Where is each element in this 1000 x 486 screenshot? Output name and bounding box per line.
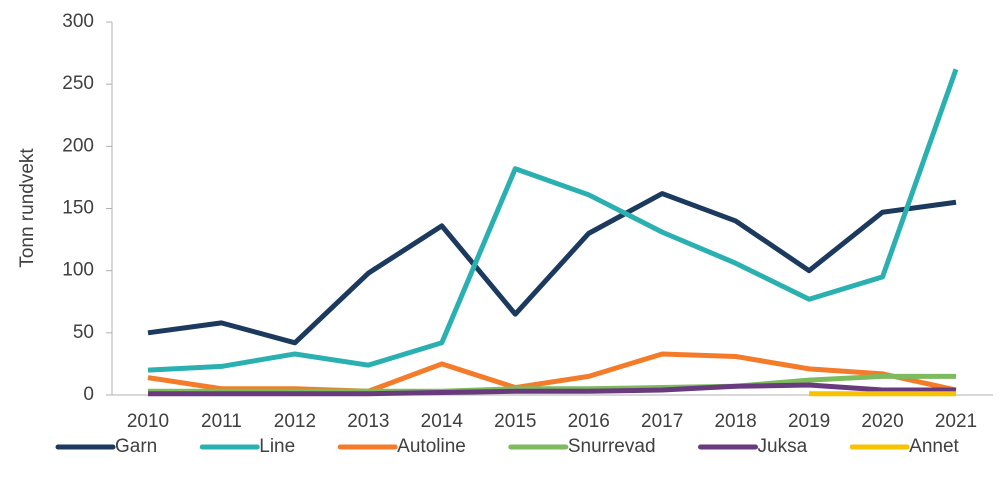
y-axis-label: Tonn rundvekt xyxy=(17,148,38,268)
y-tick-label: 150 xyxy=(62,198,94,219)
x-tick-label: 2012 xyxy=(274,411,316,432)
legend-label: Line xyxy=(259,436,295,457)
y-tick-label: 0 xyxy=(83,384,94,405)
x-tick-label: 2018 xyxy=(714,411,756,432)
legend-label: Juksa xyxy=(758,436,808,457)
x-tick-label: 2021 xyxy=(935,411,977,432)
series-line xyxy=(147,68,959,373)
legend-label: Garn xyxy=(115,436,157,457)
x-tick-label: 2017 xyxy=(641,411,683,432)
legend-label: Annet xyxy=(909,436,959,457)
y-tick-label: 300 xyxy=(62,11,94,32)
x-tick-label: 2011 xyxy=(201,411,242,432)
x-tick-label: 2019 xyxy=(788,411,830,432)
legend-label: Autoline xyxy=(397,436,466,457)
y-tick-label: 50 xyxy=(73,322,94,343)
x-tick-label: 2013 xyxy=(347,411,389,432)
x-tick-label: 2020 xyxy=(861,411,903,432)
x-tick-label: 2010 xyxy=(127,411,169,432)
series-line xyxy=(148,382,956,397)
series-line xyxy=(147,191,957,346)
x-tick-label: 2016 xyxy=(568,411,610,432)
legend-label: Snurrevad xyxy=(568,436,656,457)
x-tick-label: 2015 xyxy=(494,411,536,432)
y-tick-label: 100 xyxy=(62,260,94,281)
y-tick-label: 250 xyxy=(62,73,94,94)
y-tick-label: 200 xyxy=(62,135,94,156)
x-tick-label: 2014 xyxy=(421,411,464,432)
